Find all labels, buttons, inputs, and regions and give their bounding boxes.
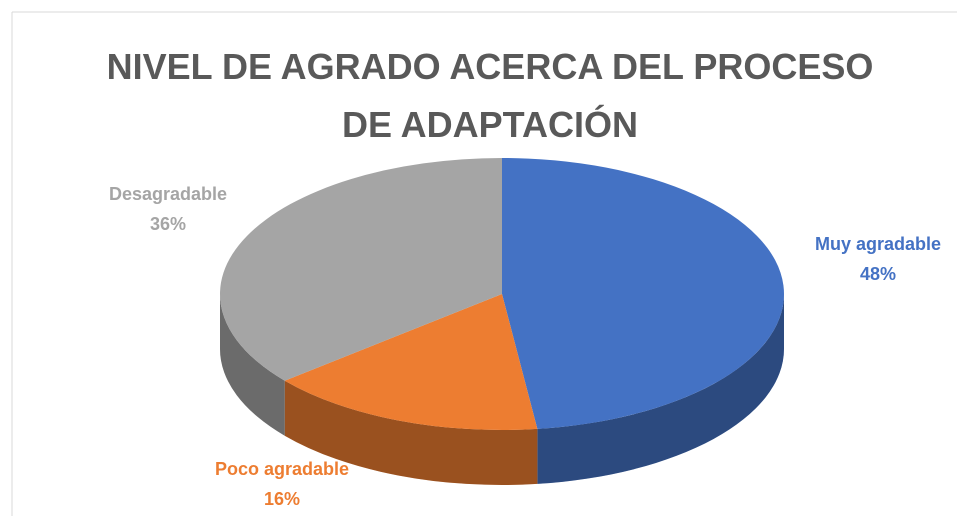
slice (219, 158, 502, 381)
slice-side-shade (537, 294, 784, 484)
slice-side (284, 380, 538, 485)
slice (284, 294, 538, 430)
data-label-category: Muy agradable (815, 234, 941, 254)
slice-side (220, 294, 285, 436)
pie-sides (220, 294, 784, 485)
data-label-category: Poco agradable (215, 459, 349, 479)
slice (502, 158, 784, 429)
data-labels: Muy agradable 48% Poco agradable 16% Desagra… (109, 184, 941, 509)
slice-side-shade (284, 380, 538, 485)
slice-side-shade (220, 294, 285, 436)
data-label-category: Desagradable (109, 184, 227, 204)
chart-title: NIVEL DE AGRADO ACERCA DEL PROCESO DE AD… (106, 46, 874, 145)
pie-top (219, 158, 784, 430)
data-label-value: 48% (860, 264, 896, 284)
slice-side (537, 294, 784, 484)
data-label-value: 36% (150, 214, 186, 234)
data-label-value: 16% (264, 489, 300, 509)
